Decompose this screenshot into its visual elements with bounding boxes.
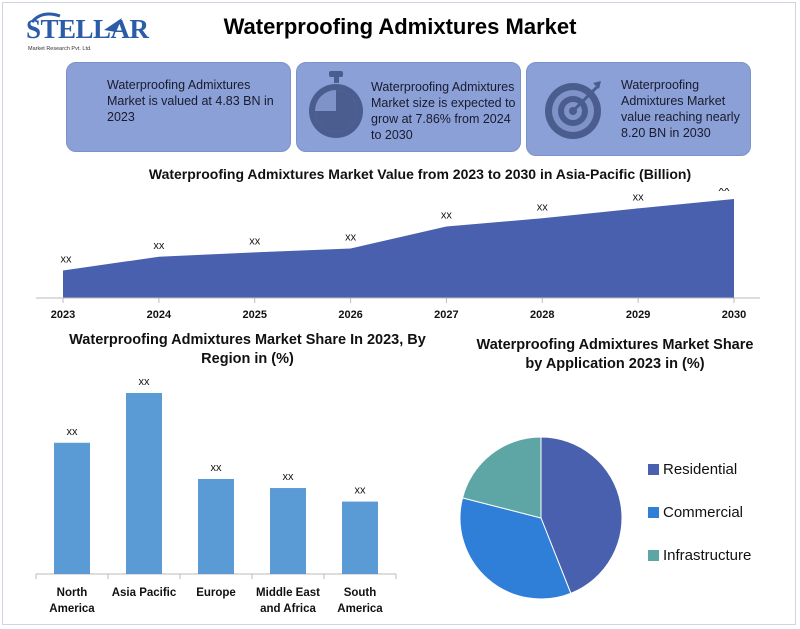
x-tick-label: 2025 xyxy=(242,309,266,321)
area-chart-title: Waterproofing Admixtures Market Value fr… xyxy=(148,166,692,182)
data-label: xx xyxy=(61,254,73,266)
x-tick-label: 2026 xyxy=(338,309,362,321)
data-label: xx xyxy=(719,188,731,194)
bar xyxy=(54,442,90,574)
data-label: xx xyxy=(633,191,645,203)
pie-slice xyxy=(461,436,542,519)
legend-label: Commercial xyxy=(663,504,743,521)
x-tick-label: 2030 xyxy=(722,309,746,321)
bar-chart: xx xx xx xx xx North America Asia Pacific Europe… xyxy=(35,376,397,615)
data-label: xx xyxy=(441,210,453,222)
area-series xyxy=(63,199,734,298)
brand-name: STELLAR xyxy=(26,14,149,44)
pie-chart-title: Waterproofing Admixtures Market Share by… xyxy=(476,337,754,372)
x-tick-label: Middle East and Africa xyxy=(256,587,320,615)
brand-logo: STELLAR Market Research Pvt. Ltd. xyxy=(26,8,149,56)
area-chart: 2023 xx 2024 xx 2025 xx 2026 xx 2027 xx 2028 xx 2029… xyxy=(36,188,760,321)
pie-slice xyxy=(459,497,572,600)
x-tick-label: 2027 xyxy=(434,309,458,321)
bar xyxy=(126,393,162,574)
x-tick-label: North America xyxy=(49,587,95,615)
data-label: xx xyxy=(283,471,295,483)
brand-subtitle: Market Research Pvt. Ltd. xyxy=(28,46,92,52)
data-label: xx xyxy=(345,232,357,244)
info-card-valuation: Waterproofing Admixtures Market is value… xyxy=(66,62,291,152)
legend-label: Infrastructure xyxy=(663,547,751,564)
data-label: xx xyxy=(153,240,165,252)
data-label: xx xyxy=(249,235,261,247)
x-tick-label: South America xyxy=(337,587,383,615)
logo-swoosh-icon xyxy=(30,12,122,32)
info-card-forecast: Waterproofing Admixtures Market value re… xyxy=(526,62,751,156)
info-card-growth: Waterproofing Admixtures Market size is … xyxy=(296,62,521,152)
x-tick-label: 2029 xyxy=(626,309,650,321)
legend-swatch xyxy=(648,464,659,475)
info-card-text: Waterproofing Admixtures Market size is … xyxy=(371,80,516,142)
x-tick-label: 2023 xyxy=(51,309,75,321)
data-label: xx xyxy=(67,426,79,438)
pie-slice xyxy=(540,436,623,594)
x-tick-label: 2024 xyxy=(147,309,172,321)
bar-chart-title: Waterproofing Admixtures Market Share In… xyxy=(69,332,426,367)
info-card-text: Waterproofing Admixtures Market value re… xyxy=(621,78,740,140)
stopwatch-icon xyxy=(309,71,363,138)
x-tick-label: Europe xyxy=(196,587,236,599)
pie-chart: Residential Commercial Infrastructure xyxy=(459,436,751,600)
data-label: xx xyxy=(537,201,549,213)
bar xyxy=(198,478,234,574)
data-label: xx xyxy=(355,485,367,497)
data-label: xx xyxy=(211,462,223,474)
page-title: Waterproofing Admixtures Market xyxy=(223,14,577,39)
x-tick-label: Asia Pacific xyxy=(112,587,177,599)
legend-swatch xyxy=(648,507,659,518)
bar xyxy=(270,488,306,574)
info-card-text: Waterproofing Admixtures Market is value… xyxy=(107,78,274,124)
x-tick-label: 2028 xyxy=(530,309,554,321)
target-icon xyxy=(545,81,601,139)
legend-label: Residential xyxy=(663,461,737,478)
legend-swatch xyxy=(648,550,659,561)
bar xyxy=(342,501,378,574)
data-label: xx xyxy=(139,376,151,388)
